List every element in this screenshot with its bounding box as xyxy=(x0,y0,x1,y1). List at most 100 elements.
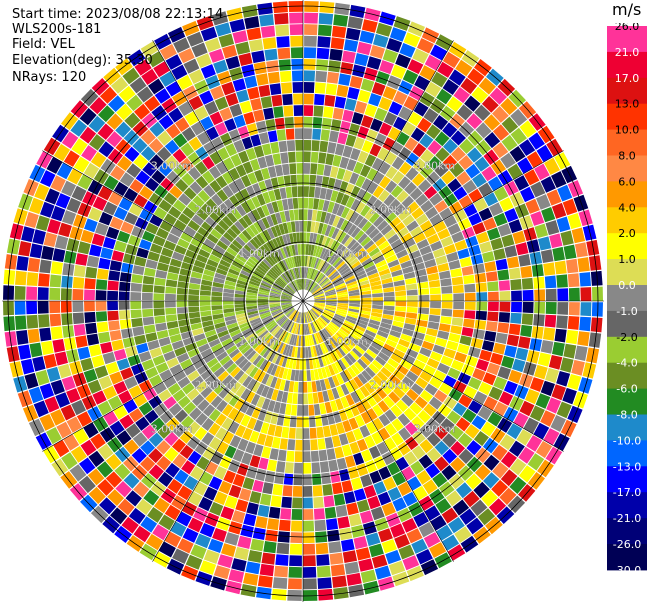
velocity-bin xyxy=(374,107,388,122)
velocity-bin xyxy=(472,328,485,340)
velocity-bin xyxy=(407,295,418,301)
velocity-bin xyxy=(311,286,321,294)
velocity-bin xyxy=(309,283,317,292)
velocity-bin xyxy=(372,297,384,301)
velocity-bin xyxy=(87,406,103,422)
velocity-bin xyxy=(176,301,188,308)
velocity-bin xyxy=(64,250,77,264)
velocity-bin xyxy=(280,260,288,271)
velocity-bin xyxy=(60,288,72,300)
velocity-bin xyxy=(247,286,259,292)
velocity-bin xyxy=(317,259,324,271)
velocity-bin xyxy=(409,402,423,415)
velocity-bin xyxy=(563,343,577,359)
velocity-bin xyxy=(393,221,406,233)
velocity-bin xyxy=(313,257,320,269)
velocity-bin xyxy=(261,204,270,217)
velocity-bin xyxy=(307,280,314,291)
velocity-bin xyxy=(249,255,260,265)
velocity-bin xyxy=(432,410,446,425)
velocity-bin xyxy=(236,316,248,322)
velocity-bin xyxy=(276,129,287,141)
velocity-bin xyxy=(480,421,496,437)
velocity-bin xyxy=(154,88,171,104)
velocity-bin xyxy=(149,121,165,137)
velocity-bin xyxy=(330,321,340,330)
velocity-bin xyxy=(347,366,357,378)
velocity-bin xyxy=(360,355,371,366)
velocity-bin xyxy=(340,62,354,75)
velocity-bin xyxy=(292,197,299,209)
velocity-bin xyxy=(352,428,364,441)
velocity-bin xyxy=(515,347,529,361)
velocity-bin xyxy=(282,93,293,106)
velocity-bin xyxy=(453,186,468,201)
velocity-bin xyxy=(324,308,336,314)
velocity-bin xyxy=(283,175,291,187)
velocity-bin xyxy=(508,219,523,234)
velocity-bin xyxy=(319,277,329,286)
velocity-bin xyxy=(335,422,346,435)
velocity-bin xyxy=(359,385,371,398)
velocity-bin xyxy=(390,523,406,538)
velocity-bin xyxy=(383,305,395,311)
velocity-bin xyxy=(434,456,449,472)
velocity-bin xyxy=(164,447,179,462)
velocity-bin xyxy=(466,440,482,456)
velocity-bin xyxy=(262,482,274,495)
velocity-bin xyxy=(67,168,83,185)
velocity-bin xyxy=(71,185,87,202)
velocity-bin xyxy=(80,229,94,244)
velocity-bin xyxy=(303,532,315,544)
velocity-bin xyxy=(152,235,166,247)
velocity-bin xyxy=(361,336,373,345)
velocity-bin xyxy=(299,267,302,278)
colorbar-swatch xyxy=(607,388,647,415)
velocity-bin xyxy=(212,281,224,288)
velocity-bin xyxy=(309,268,314,279)
velocity-bin xyxy=(362,521,377,535)
velocity-bin xyxy=(392,274,404,282)
velocity-bin xyxy=(415,377,429,389)
velocity-bin xyxy=(201,221,214,233)
velocity-bin xyxy=(303,578,317,590)
velocity-bin xyxy=(398,544,415,560)
velocity-bin xyxy=(210,395,223,408)
velocity-bin xyxy=(72,372,87,387)
velocity-bin xyxy=(300,244,303,255)
velocity-bin xyxy=(6,346,20,363)
velocity-bin xyxy=(406,306,418,313)
velocity-bin xyxy=(62,210,77,225)
velocity-bin xyxy=(327,529,340,542)
velocity-bin xyxy=(280,247,287,259)
velocity-bin xyxy=(294,280,299,291)
velocity-bin xyxy=(225,143,238,157)
velocity-bin xyxy=(311,209,318,221)
velocity-bin xyxy=(354,247,366,258)
velocity-bin xyxy=(206,357,219,369)
velocity-bin xyxy=(291,58,303,70)
velocity-bin xyxy=(216,351,228,362)
velocity-bin xyxy=(82,191,97,206)
velocity-bin xyxy=(325,265,334,276)
velocity-bin xyxy=(274,164,284,177)
velocity-bin xyxy=(391,171,405,185)
velocity-bin xyxy=(316,565,331,578)
velocity-bin xyxy=(378,528,393,543)
velocity-bin xyxy=(332,215,341,227)
velocity-bin xyxy=(422,252,435,262)
velocity-bin xyxy=(259,493,272,506)
velocity-bin xyxy=(318,356,324,368)
velocity-bin xyxy=(284,271,292,282)
velocity-bin xyxy=(177,74,193,90)
velocity-bin xyxy=(270,141,280,154)
velocity-bin xyxy=(404,181,417,195)
velocity-bin xyxy=(323,354,331,365)
velocity-bin xyxy=(182,382,195,395)
velocity-bin xyxy=(3,316,16,332)
velocity-bin xyxy=(410,460,425,475)
velocity-bin xyxy=(312,392,319,404)
velocity-bin xyxy=(272,1,288,14)
velocity-bin xyxy=(131,448,147,464)
velocity-bin xyxy=(438,323,451,333)
